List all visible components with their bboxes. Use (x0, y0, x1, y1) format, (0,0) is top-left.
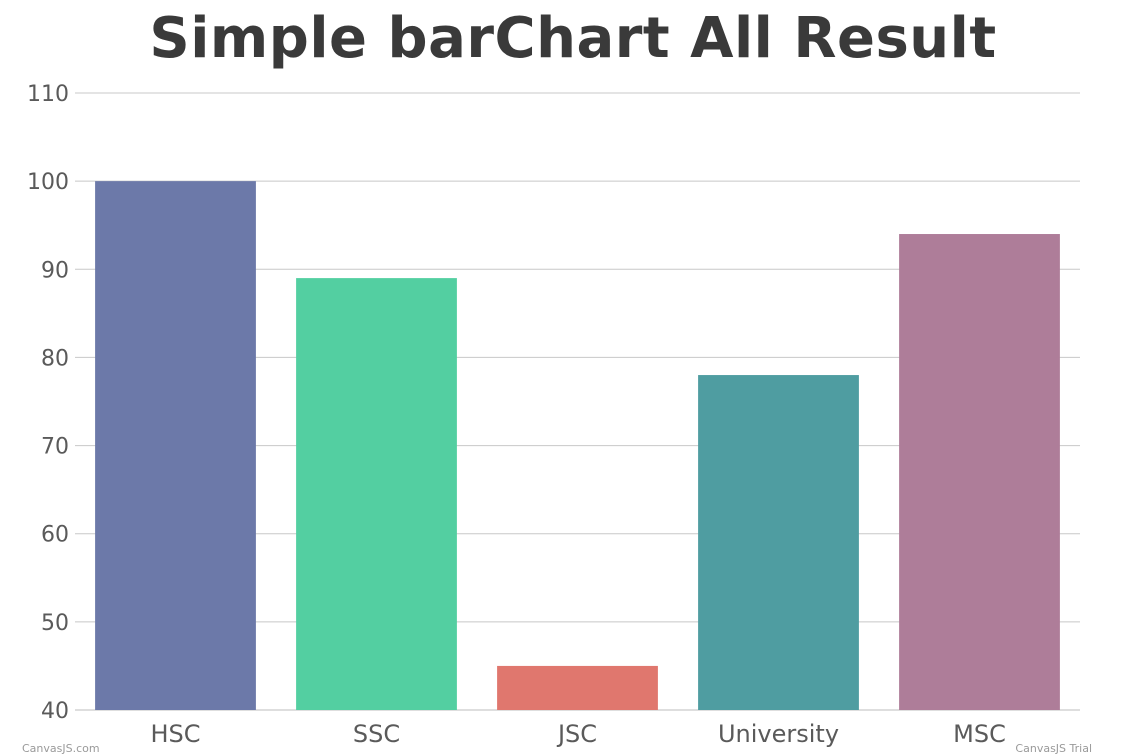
x-tick-label: SSC (353, 720, 400, 748)
chart-title: Simple barChart All Result (149, 6, 997, 71)
y-tick-label: 70 (41, 435, 69, 460)
bar (899, 234, 1060, 710)
x-tick-label: JSC (556, 720, 597, 748)
x-tick-label: University (718, 720, 839, 748)
bar (497, 665, 658, 710)
y-tick-label: 90 (41, 258, 69, 283)
watermark-left: CanvasJS.com (22, 742, 100, 755)
watermark-right: CanvasJS Trial (1015, 742, 1092, 755)
y-tick-label: 110 (27, 82, 69, 107)
y-tick-label: 100 (27, 170, 69, 195)
y-tick-label: 40 (41, 699, 69, 724)
y-tick-label: 80 (41, 346, 69, 371)
y-tick-label: 60 (41, 523, 69, 548)
x-tick-label: HSC (150, 720, 200, 748)
y-tick-label: 50 (41, 611, 69, 636)
x-tick-label: MSC (953, 720, 1006, 748)
bar (698, 375, 859, 710)
bar (95, 181, 256, 711)
bar (296, 278, 457, 710)
